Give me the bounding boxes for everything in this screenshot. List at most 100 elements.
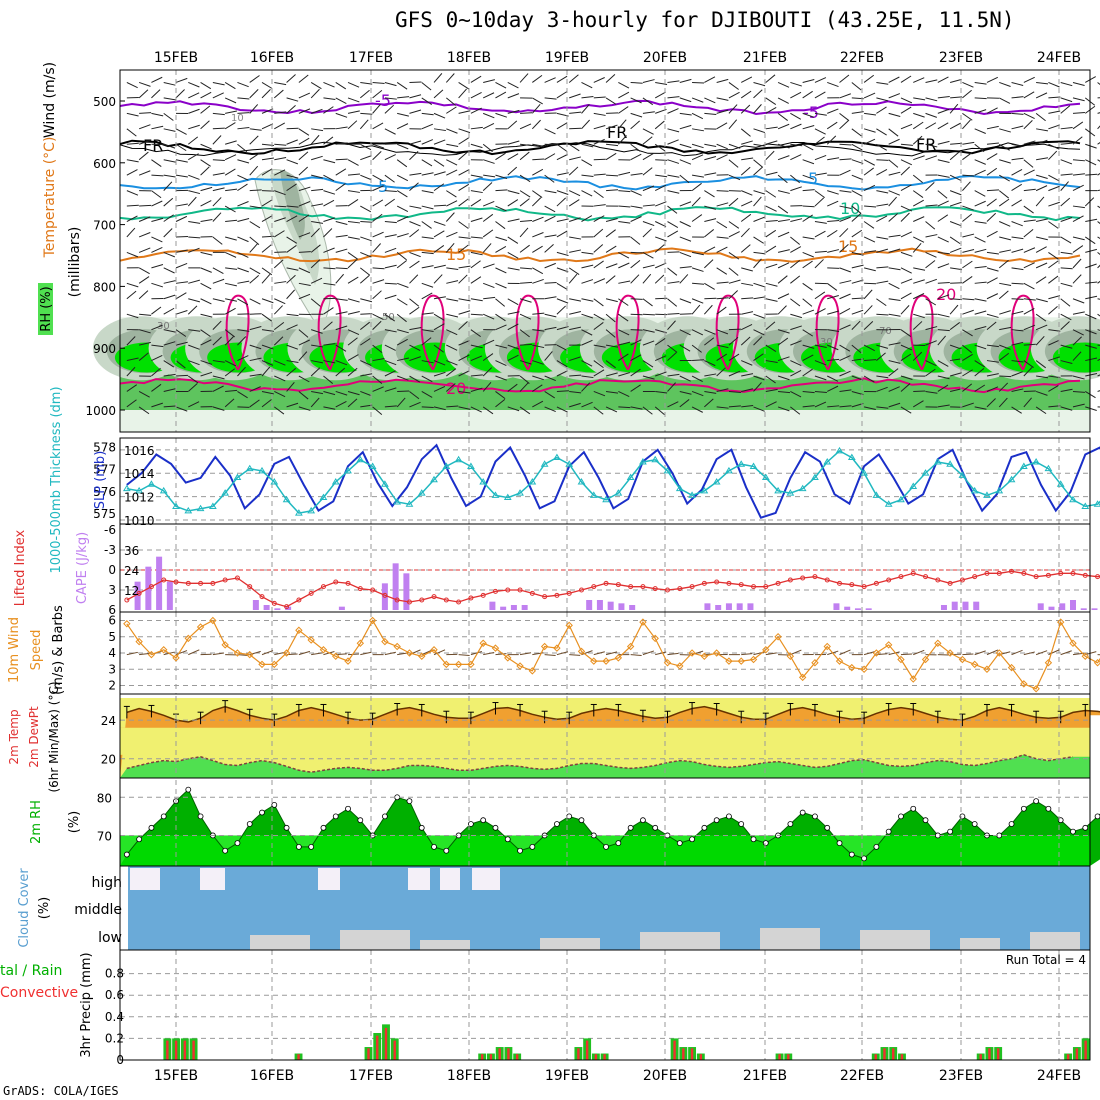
thickness-point (688, 491, 696, 498)
wind-barb (913, 236, 925, 243)
wind-barb (532, 400, 544, 408)
wind-barb (138, 139, 151, 145)
wind-barb (618, 406, 631, 409)
lifted-index-point (161, 577, 167, 583)
wind-barb (937, 251, 950, 255)
wind-barb (421, 123, 434, 130)
lifted-index-point (554, 592, 560, 598)
wind-barb (667, 159, 680, 164)
wind-barb (544, 351, 553, 361)
wind-barb (716, 388, 729, 392)
wind-barb (630, 298, 643, 300)
wind-barb (814, 360, 827, 366)
cape-bar (392, 563, 399, 610)
li-tick-label: -3 (104, 543, 116, 557)
wind-barb (175, 174, 188, 178)
wind-barb (532, 267, 544, 275)
wind-barb (556, 325, 569, 331)
lifted-index-point (468, 595, 474, 601)
cloud-low-block (420, 940, 470, 950)
wind-barb (237, 298, 249, 306)
wind-barb (556, 153, 568, 161)
wind-barb (876, 236, 889, 240)
lifted-index-point (333, 579, 339, 585)
wind-barb (507, 199, 519, 207)
wind-barb (679, 298, 692, 304)
wind-barb (704, 398, 714, 408)
wind-barb (433, 159, 445, 167)
date-label-top: 21FEB (743, 50, 787, 66)
wind-barb (826, 229, 838, 238)
wind-barb (728, 251, 740, 260)
wind-barb (679, 143, 692, 149)
precip-convective-bar (892, 1048, 895, 1060)
wind-barb (446, 159, 458, 166)
wind-barb (126, 215, 138, 222)
wind-barb (765, 106, 777, 114)
wind-barb (396, 260, 407, 269)
wind-barb (507, 166, 518, 176)
wind-barb (507, 93, 520, 99)
wind-barb (691, 214, 703, 222)
thickness-point (159, 486, 168, 494)
wind-barb (237, 267, 249, 273)
wind10-barb (593, 651, 605, 656)
wind-barb (900, 344, 913, 351)
wind-barb (458, 354, 470, 362)
wind-barb (667, 205, 678, 214)
wind-barb (249, 274, 260, 284)
wind-barb (249, 267, 261, 275)
wind-barb (397, 112, 409, 117)
wind-barb (679, 97, 692, 103)
temp-20-bubble (317, 294, 342, 371)
wind-barb (691, 128, 704, 132)
wind-barb (753, 236, 764, 244)
wind-barb (753, 258, 762, 269)
wind-barb (446, 344, 458, 351)
wind-barb (691, 390, 704, 397)
wind-barb (261, 89, 271, 99)
rh2m-point (467, 821, 474, 827)
wind-barb (974, 159, 986, 165)
wind-barb (741, 190, 753, 196)
wind-barb (495, 205, 507, 212)
wind-barb (520, 267, 533, 270)
wind-barb (642, 329, 655, 333)
wind-barb (925, 182, 935, 191)
wind-speed-point (737, 657, 745, 665)
wind-barb (642, 204, 655, 207)
wind-barb (716, 281, 729, 284)
wind-barb (581, 251, 594, 255)
wind-barb (458, 406, 471, 410)
wind-barb (728, 328, 741, 331)
wind-barb (888, 386, 900, 392)
precip-convective-bar (979, 1054, 982, 1060)
wind-barb (741, 360, 753, 366)
wind-barb (692, 282, 705, 285)
wind-barb (777, 123, 790, 130)
wind-barb (225, 219, 238, 223)
wind-barb (433, 221, 446, 226)
wind-barb (655, 81, 668, 85)
wind-barb (863, 159, 875, 166)
wind-barb (359, 275, 370, 284)
wind-barb (409, 344, 421, 351)
wind-barb (839, 267, 851, 273)
wind-barb (532, 312, 545, 315)
wind-barb (458, 88, 467, 99)
wind-barb (728, 91, 740, 99)
wind10-barb (962, 653, 974, 656)
precip-convective-bar (393, 1040, 396, 1060)
wind-barb (827, 81, 839, 88)
wind-barb (740, 104, 751, 114)
wind-barb (175, 215, 188, 222)
wind-barb (753, 216, 765, 222)
lifted-index-point (419, 597, 425, 603)
wind-barb (409, 327, 422, 331)
wind-barb (1060, 105, 1071, 114)
wind-barb (753, 353, 764, 361)
wind-barb (913, 279, 925, 284)
wind-barb (827, 310, 839, 315)
wind-barb (778, 390, 791, 394)
